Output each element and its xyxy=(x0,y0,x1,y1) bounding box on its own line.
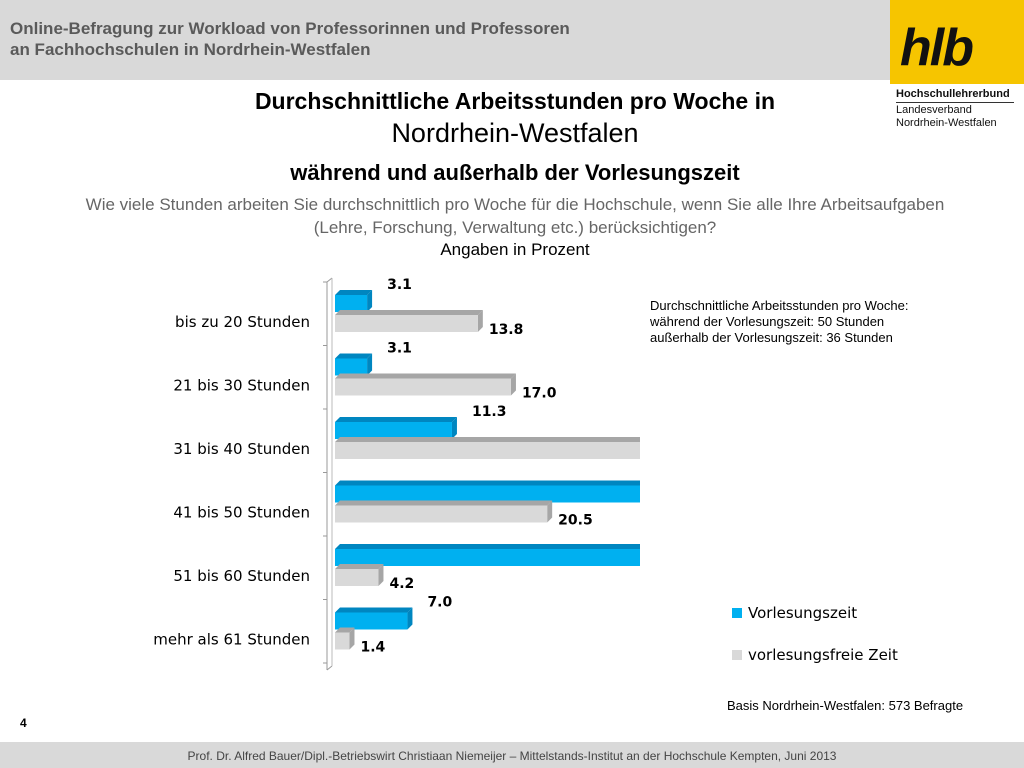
bar-vorlesungszeit xyxy=(335,480,640,503)
bar-top-face xyxy=(335,627,355,633)
header-title-line1: Online-Befragung zur Workload von Profes… xyxy=(10,19,570,38)
bar-front xyxy=(335,295,368,312)
legend-label: vorlesungsfreie Zeit xyxy=(748,646,898,664)
bar-vorlesungszeit xyxy=(335,353,373,376)
category-label: mehr als 61 Stunden xyxy=(153,631,310,649)
data-label: 3.1 xyxy=(387,341,412,357)
bar-side-face xyxy=(367,353,373,376)
bar-vorlesungszeit xyxy=(335,544,640,566)
bar-side-face xyxy=(477,310,483,332)
bar-vorlesungszeit xyxy=(335,290,373,312)
data-label: 17.0 xyxy=(522,386,557,402)
category-label: 41 bis 50 Stunden xyxy=(173,504,310,522)
chart-legend: Vorlesungszeit vorlesungsfreie Zeit xyxy=(732,602,898,686)
header-title-line2: an Fachhochschulen in Nordrhein-Westfale… xyxy=(10,40,371,59)
legend-entry: vorlesungsfreie Zeit xyxy=(732,644,898,666)
logo-rule xyxy=(896,102,1014,103)
footer-bar: Prof. Dr. Alfred Bauer/Dipl.-Betriebswir… xyxy=(0,742,1024,768)
chart-title-line2: Nordrhein-Westfalen xyxy=(391,118,639,148)
logo-sub1: Landesverband xyxy=(896,104,972,116)
bar-top-face xyxy=(335,353,373,359)
bar-vorlesungsfreie-zeit xyxy=(335,500,553,523)
bar-top-face xyxy=(335,290,373,295)
y-axis-bottom xyxy=(326,665,333,671)
bar-front xyxy=(335,485,640,503)
bar-vorlesungszeit xyxy=(335,607,413,630)
bar-vorlesungszeit xyxy=(335,417,457,439)
note-line3: außerhalb der Vorlesungszeit: 36 Stunden xyxy=(650,330,893,345)
bar-front xyxy=(335,569,379,586)
hlb-logo: hlb xyxy=(890,0,1024,84)
category-label: 31 bis 40 Stunden xyxy=(173,440,310,458)
bar-side-face xyxy=(407,607,413,630)
bar-front xyxy=(335,505,548,523)
bar-side-face xyxy=(547,500,553,523)
legend-entry: Vorlesungszeit xyxy=(732,602,898,624)
bar-side-face xyxy=(451,417,457,439)
bar-top-face xyxy=(335,417,457,422)
logo-mark: hlb xyxy=(900,19,974,77)
chart-subtitle: während und außerhalb der Vorlesungszeit xyxy=(290,160,740,185)
bar-vorlesungsfreie-zeit xyxy=(335,373,516,396)
bar-top-face xyxy=(335,500,553,506)
logo-caption: Hochschullehrerbund Landesverband Nordrh… xyxy=(896,88,1024,130)
bar-side-face xyxy=(367,290,373,312)
data-label: 20.5 xyxy=(558,513,593,529)
bar-top-face xyxy=(335,544,640,549)
bar-side-face xyxy=(510,373,516,396)
y-axis-top xyxy=(326,277,333,283)
chart-title-line1: Durchschnittliche Arbeitsstunden pro Woc… xyxy=(254,88,776,114)
category-label: 21 bis 30 Stunden xyxy=(173,377,310,395)
bar-vorlesungsfreie-zeit xyxy=(335,310,483,332)
note-line1: Durchschnittliche Arbeitsstunden pro Woc… xyxy=(650,298,909,313)
bar-front xyxy=(335,358,368,376)
bar-vorlesungsfreie-zeit xyxy=(335,437,640,459)
page-number: 4 xyxy=(20,716,27,730)
bar-front xyxy=(335,315,478,332)
data-label: 13.8 xyxy=(489,322,524,338)
average-hours-note: Durchschnittliche Arbeitsstunden pro Woc… xyxy=(650,298,908,346)
bar-top-face xyxy=(335,310,483,315)
basis-note: Basis Nordrhein-Westfalen: 573 Befragte xyxy=(727,698,964,713)
header-title: Online-Befragung zur Workload von Profes… xyxy=(10,18,570,60)
bar-front xyxy=(335,378,511,396)
data-label: 1.4 xyxy=(360,640,385,656)
unit-label: Angaben in Prozent xyxy=(440,240,590,259)
bar-side-face xyxy=(378,564,384,586)
logo-sub2: Nordrhein-Westfalen xyxy=(896,117,997,129)
footer-text: Prof. Dr. Alfred Bauer/Dipl.-Betriebswir… xyxy=(187,749,837,763)
bar-front xyxy=(335,422,452,439)
header-bar: Online-Befragung zur Workload von Profes… xyxy=(0,0,890,80)
survey-question: Wie viele Stunden arbeiten Sie durchschn… xyxy=(85,195,945,237)
category-label: bis zu 20 Stunden xyxy=(175,313,310,331)
logo-name: Hochschullehrerbund xyxy=(896,88,1010,100)
data-label: 3.1 xyxy=(387,277,412,293)
bar-top-face xyxy=(335,480,640,486)
data-label: 11.3 xyxy=(472,404,507,420)
legend-swatch xyxy=(732,608,742,618)
note-line2: während der Vorlesungszeit: 50 Stunden xyxy=(650,314,885,329)
bar-top-face xyxy=(335,564,384,569)
category-label: 51 bis 60 Stunden xyxy=(173,567,310,585)
legend-label: Vorlesungszeit xyxy=(748,604,858,622)
bar-front xyxy=(335,549,640,566)
bar-front xyxy=(335,612,408,630)
bar-chart: bis zu 20 Stunden 3.1 13.8 21 bis 30 Stunde… xyxy=(153,277,640,671)
bar-vorlesungsfreie-zeit xyxy=(335,564,384,586)
bar-front xyxy=(335,442,640,459)
data-label: 4.2 xyxy=(389,576,414,592)
bar-front xyxy=(335,632,350,650)
data-label: 7.0 xyxy=(427,595,452,611)
legend-swatch xyxy=(732,650,742,660)
bar-side-face xyxy=(349,627,355,650)
bar-top-face xyxy=(335,607,413,613)
bar-top-face xyxy=(335,437,640,442)
bar-vorlesungsfreie-zeit xyxy=(335,627,355,650)
bar-top-face xyxy=(335,373,516,379)
